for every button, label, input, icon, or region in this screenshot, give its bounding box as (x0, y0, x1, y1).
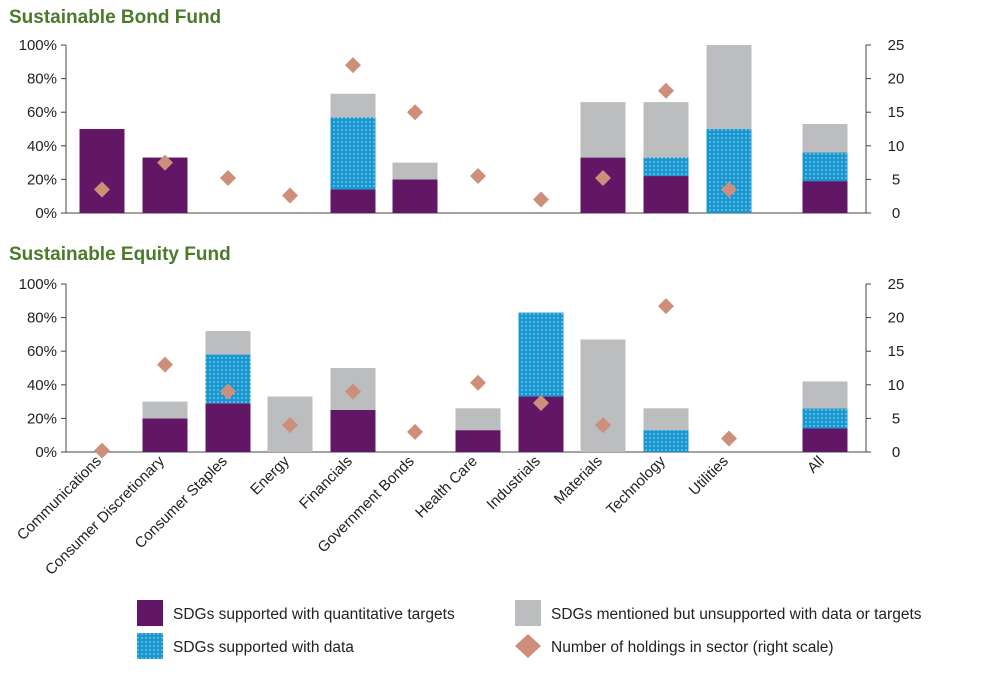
holdings-marker (345, 57, 361, 74)
holdings-marker (94, 181, 110, 198)
holdings-marker (533, 191, 549, 208)
left-tick-label: 100% (19, 276, 57, 293)
holdings-marker (595, 170, 611, 187)
holdings-marker (533, 394, 549, 411)
bar-quantitative (79, 129, 125, 213)
bar-mentioned (580, 339, 626, 452)
left-tick-label: 40% (27, 377, 57, 394)
holdings-marker (658, 82, 674, 99)
right-tick-label: 5 (892, 410, 900, 427)
category-label: Energy (247, 452, 293, 498)
bar-quantitative (455, 430, 501, 452)
right-tick-label: 25 (888, 276, 905, 293)
right-tick-label: 5 (892, 171, 900, 188)
bar-mentioned (643, 102, 689, 158)
bar-mentioned (392, 162, 438, 180)
holdings-marker (470, 374, 486, 391)
bar-quantitative (802, 181, 848, 213)
right-tick-label: 10 (888, 138, 905, 155)
bar-data (518, 312, 564, 397)
left-tick-label: 0% (35, 205, 57, 222)
left-tick-label: 0% (35, 444, 57, 461)
equity-fund-plot: 0% 20% 40% 60% 80% 100% 0 5 10 15 20 25 (19, 276, 905, 461)
legend-swatch-holdings (515, 634, 541, 658)
legend-label-data: SDGs supported with data (173, 639, 354, 656)
panel-title-equity: Sustainable Equity Fund (9, 244, 231, 265)
category-label: Financials (296, 453, 356, 513)
bar-mentioned (580, 102, 626, 158)
bar-quantitative (643, 176, 689, 213)
bar-mentioned (802, 123, 848, 153)
bar-mentioned (455, 408, 501, 431)
category-label: Materials (551, 453, 606, 508)
holdings-marker (220, 170, 236, 187)
bar-mentioned (205, 331, 251, 355)
category-label: Technology (603, 452, 669, 518)
bar-quantitative (802, 428, 848, 452)
holdings-marker (407, 104, 423, 121)
bar-data (643, 157, 689, 177)
bar-quantitative (330, 410, 376, 452)
left-tick-label: 80% (27, 310, 57, 327)
legend-label-mentioned: SDGs mentioned but unsupported with data… (551, 606, 922, 623)
legend: SDGs supported with quantitative targets… (137, 600, 922, 659)
legend-swatch-data (137, 633, 163, 659)
left-tick-label: 60% (27, 104, 57, 121)
bar-data (802, 408, 848, 429)
holdings-marker (94, 442, 110, 459)
bar-mentioned (142, 401, 188, 419)
holdings-marker (721, 430, 737, 447)
left-tick-label: 80% (27, 71, 57, 88)
bar-quantitative (205, 403, 251, 452)
right-tick-label: 15 (888, 104, 905, 121)
bar-mentioned (330, 93, 376, 118)
holdings-marker (157, 154, 173, 171)
legend-label-quantitative: SDGs supported with quantitative targets (173, 606, 455, 623)
panel-title-bond: Sustainable Bond Fund (9, 7, 221, 28)
holdings-marker (157, 356, 173, 373)
left-tick-label: 20% (27, 171, 57, 188)
holdings-marker (470, 168, 486, 185)
category-label: Consumer Discretionary (42, 452, 168, 578)
holdings-marker (220, 383, 236, 400)
left-tick-label: 100% (19, 37, 57, 54)
holdings-marker (658, 298, 674, 315)
holdings-marker (282, 417, 298, 434)
legend-swatch-quantitative (137, 600, 163, 626)
holdings-marker (407, 423, 423, 440)
holdings-marker (595, 417, 611, 434)
bond-fund-plot: 0% 20% 40% 60% 80% 100% 0 5 10 15 20 25 (19, 37, 905, 222)
right-tick-label: 0 (892, 205, 900, 222)
right-tick-label: 20 (888, 71, 905, 88)
bar-data (643, 430, 689, 452)
left-tick-label: 40% (27, 138, 57, 155)
left-tick-label: 20% (27, 410, 57, 427)
bar-mentioned (706, 45, 752, 129)
right-tick-label: 10 (888, 377, 905, 394)
right-tick-label: 20 (888, 310, 905, 327)
bar-quantitative (142, 418, 188, 452)
bar-quantitative (330, 189, 376, 213)
bar-data (802, 152, 848, 182)
category-label: Health Care (412, 453, 481, 522)
bar-mentioned (643, 408, 689, 431)
holdings-marker (721, 181, 737, 198)
category-label: Utilities (686, 453, 732, 499)
holdings-marker (282, 187, 298, 204)
right-tick-label: 25 (888, 37, 905, 54)
legend-label-holdings: Number of holdings in sector (right scal… (551, 639, 834, 656)
left-tick-label: 60% (27, 343, 57, 360)
legend-swatch-mentioned (515, 600, 541, 626)
bar-data (706, 129, 752, 213)
right-tick-label: 0 (892, 444, 900, 461)
holdings-marker (345, 383, 361, 400)
bar-mentioned (802, 381, 848, 409)
right-tick-label: 15 (888, 343, 905, 360)
category-label: All (804, 453, 828, 477)
bar-data (330, 117, 376, 190)
category-label: Industrials (483, 453, 543, 513)
bar-quantitative (392, 179, 438, 213)
